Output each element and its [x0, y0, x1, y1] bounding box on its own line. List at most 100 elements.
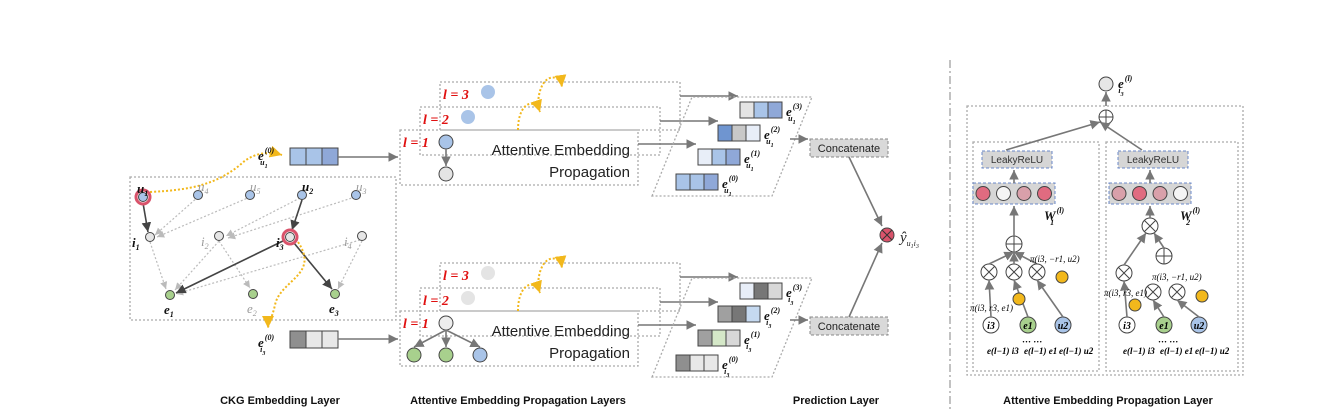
node-label: e1	[1159, 321, 1168, 332]
layer-node	[481, 266, 495, 280]
target-embedding-label: e(l) i3	[1118, 74, 1133, 98]
node-label: e1	[1023, 321, 1032, 332]
embedding-cell	[305, 330, 323, 349]
layer-embedding-2	[717, 124, 761, 142]
neighbor-node	[472, 347, 488, 363]
propagation-text-line2: Propagation	[549, 164, 630, 181]
user-label: u2	[302, 179, 313, 196]
caption-propagation: Attentive Embedding Propagation Layers	[410, 395, 626, 407]
item-label: i4	[344, 234, 352, 251]
neuron	[1111, 186, 1127, 201]
item-node	[285, 232, 295, 242]
embedding-cell	[321, 330, 339, 349]
caption-prediction: Prediction Layer	[793, 395, 880, 407]
embedding-cell	[305, 147, 323, 166]
layer-label: l = 1	[403, 136, 429, 151]
user-label: u4	[198, 179, 209, 196]
embedding-cell	[767, 101, 783, 119]
entity-node	[165, 290, 175, 300]
node-label: u2	[1194, 321, 1205, 332]
layer-box-3	[439, 81, 681, 131]
propagation-text-line1: Attentive Embedding	[492, 142, 630, 159]
layer-label: l = 2	[423, 294, 449, 309]
embedding-cell	[697, 329, 713, 347]
attention-weight	[1055, 270, 1069, 284]
entity-label: e3	[329, 301, 339, 318]
prediction-output-label: ŷu1i3	[898, 230, 919, 250]
embedding-cell	[767, 282, 783, 300]
entity-label: e2	[247, 301, 257, 318]
item-node	[214, 231, 224, 241]
neuron	[996, 186, 1011, 201]
neuron	[975, 186, 991, 201]
layer-node	[461, 110, 475, 124]
concatenate-label: Concatenate	[818, 321, 880, 333]
user-node	[438, 134, 454, 150]
attention-label-b: π(i3, −r1, u2)	[1030, 254, 1080, 264]
leakyrelu-label: LeakyReLU	[1127, 155, 1179, 166]
layer-embedding-1	[697, 329, 741, 347]
branch-1	[972, 141, 1100, 372]
layer-embedding-1	[697, 148, 741, 166]
embedding-cell	[289, 147, 307, 166]
user-embedding-0-label: e(0) u1	[258, 146, 274, 170]
item-node	[438, 166, 454, 182]
caption-detail: Attentive Embedding Propagation Layer	[1003, 395, 1213, 407]
embedding-cell	[711, 148, 727, 166]
layer-box-1	[399, 310, 639, 367]
embedding-cell	[689, 354, 705, 372]
input-embedding-label: e(l−1) u2	[1059, 346, 1094, 356]
user-node	[245, 190, 255, 200]
embedding-cell	[717, 305, 733, 323]
input-embedding-label: e(l−1) e1	[1160, 346, 1193, 356]
item-label: i1	[132, 235, 140, 252]
user-embedding-0-bar	[289, 147, 339, 166]
layer-concat-plane	[651, 277, 813, 378]
propagation-text-line1: Attentive Embedding	[492, 323, 630, 340]
embedding-cell	[675, 354, 691, 372]
target-node	[1098, 76, 1114, 92]
user-node	[138, 192, 148, 202]
item-node	[145, 232, 155, 242]
layer-embedding-0	[675, 354, 719, 372]
leakyrelu-box	[981, 150, 1053, 169]
layer-embedding-3	[739, 282, 783, 300]
layer-embedding-label: e(2) i3	[764, 306, 780, 330]
layer-embedding-3	[739, 101, 783, 119]
concatenate-box	[809, 316, 889, 336]
layer-embedding-label: e(0) i3	[722, 355, 738, 379]
layer-embedding-label: e(1) i3	[744, 330, 760, 354]
node-label: i3	[987, 321, 995, 332]
item-node	[438, 315, 454, 331]
leakyrelu-box	[1117, 150, 1189, 169]
layer-box-1	[399, 129, 639, 186]
embedding-cell	[753, 101, 769, 119]
input-embedding-label: e(l−1) i3	[1123, 346, 1155, 356]
item-node	[357, 231, 367, 241]
embedding-cell	[703, 173, 719, 191]
layer-embedding-0	[675, 173, 719, 191]
neuron	[1016, 186, 1032, 201]
weight-label: W(l) 1	[1044, 206, 1064, 227]
layer-label: l = 2	[423, 113, 449, 128]
entity-label: e1	[164, 302, 174, 319]
embedding-cell	[745, 124, 761, 142]
user-label: u3	[356, 179, 367, 196]
ellipsis: ··· ···	[1022, 337, 1042, 347]
embedding-cell	[745, 305, 761, 323]
embedding-cell	[289, 330, 307, 349]
user-node	[193, 190, 203, 200]
layer-embedding-label: e(0) u1	[722, 174, 738, 198]
caption-ckg: CKG Embedding Layer	[220, 395, 341, 407]
layer-embedding-2	[717, 305, 761, 323]
input-embedding-label: e(l−1) u2	[1195, 346, 1230, 356]
embedding-cell	[717, 124, 733, 142]
ckg-graph	[129, 145, 397, 329]
neuron	[1173, 186, 1188, 201]
layer-node	[461, 291, 475, 305]
layer-embedding-label: e(2) u1	[764, 125, 780, 149]
neighbor-node	[406, 347, 422, 363]
layer-box-3	[439, 262, 681, 312]
layer-embedding-label: e(3) i3	[786, 283, 802, 307]
